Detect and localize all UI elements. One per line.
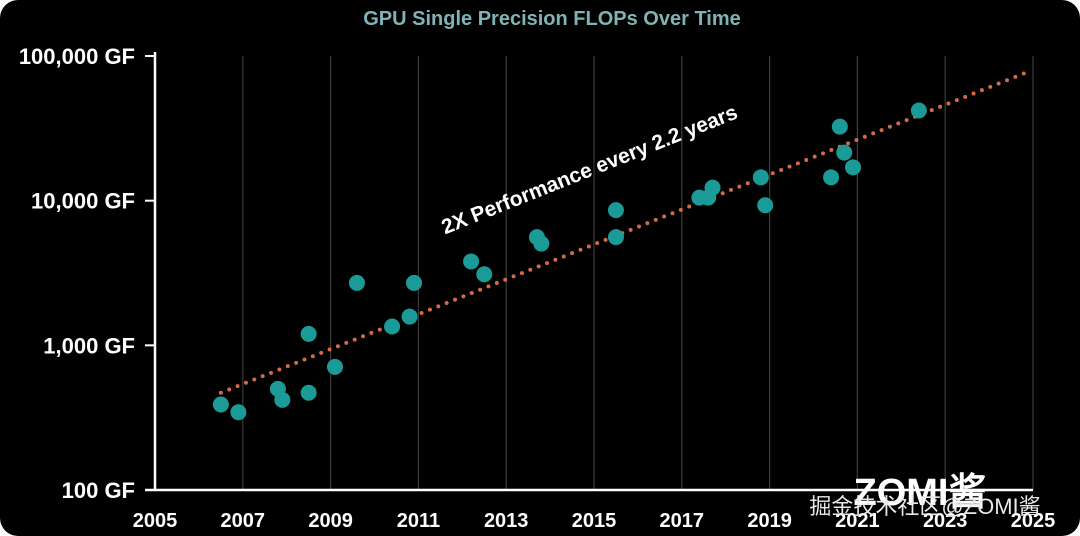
data-point bbox=[300, 384, 317, 401]
watermark-brand: ZOMI酱 bbox=[854, 472, 987, 514]
x-tick-label: 2015 bbox=[572, 510, 617, 532]
data-point bbox=[607, 229, 624, 246]
data-point bbox=[533, 235, 550, 252]
data-point bbox=[476, 266, 493, 283]
data-point bbox=[757, 197, 774, 214]
data-point bbox=[348, 274, 365, 291]
data-point bbox=[704, 179, 721, 196]
trendline bbox=[218, 69, 1031, 395]
data-point bbox=[401, 308, 418, 325]
x-tick-label: 2017 bbox=[660, 510, 705, 532]
data-point bbox=[463, 253, 480, 270]
data-points bbox=[212, 102, 927, 421]
data-point bbox=[910, 102, 927, 119]
x-tick-label: 2021 bbox=[835, 510, 880, 532]
x-tick-label: 2013 bbox=[484, 510, 529, 532]
data-point bbox=[752, 169, 769, 186]
x-tick-label: 2005 bbox=[133, 510, 178, 532]
x-tick-label: 2023 bbox=[923, 510, 968, 532]
y-tick-label: 1,000 GF bbox=[43, 333, 135, 358]
x-tick-label: 2007 bbox=[221, 510, 266, 532]
grid bbox=[242, 56, 1034, 490]
x-tick-label: 2011 bbox=[397, 510, 440, 532]
data-point bbox=[230, 404, 247, 421]
trend-annotation: 2X Performance every 2.2 years bbox=[438, 101, 741, 239]
axes: 2005 2007 2009 2011 2013 2015 2017 2019 2021 2023… bbox=[19, 44, 1055, 532]
trendline-group bbox=[218, 69, 1031, 395]
data-point bbox=[212, 396, 229, 413]
y-tick-label: 100,000 GF bbox=[19, 44, 135, 69]
data-point bbox=[384, 318, 401, 335]
data-point bbox=[326, 358, 343, 375]
y-tick-label: 100 GF bbox=[62, 478, 135, 503]
data-point bbox=[274, 391, 291, 408]
x-tick-label: 2019 bbox=[747, 510, 792, 532]
data-point bbox=[607, 202, 624, 219]
x-tick-label: 2009 bbox=[308, 510, 353, 532]
data-point bbox=[300, 325, 317, 342]
data-point bbox=[831, 118, 848, 135]
chart-title: GPU Single Precision FLOPs Over Time bbox=[363, 8, 741, 30]
y-tick-label: 10,000 GF bbox=[31, 189, 135, 214]
data-point bbox=[845, 159, 862, 176]
data-point bbox=[823, 169, 840, 186]
data-point bbox=[406, 274, 423, 291]
x-tick-label: 2025 bbox=[1011, 510, 1056, 532]
data-point bbox=[836, 144, 853, 161]
watermark-community: 掘金技术社区@ZOMI酱 bbox=[809, 494, 1040, 519]
